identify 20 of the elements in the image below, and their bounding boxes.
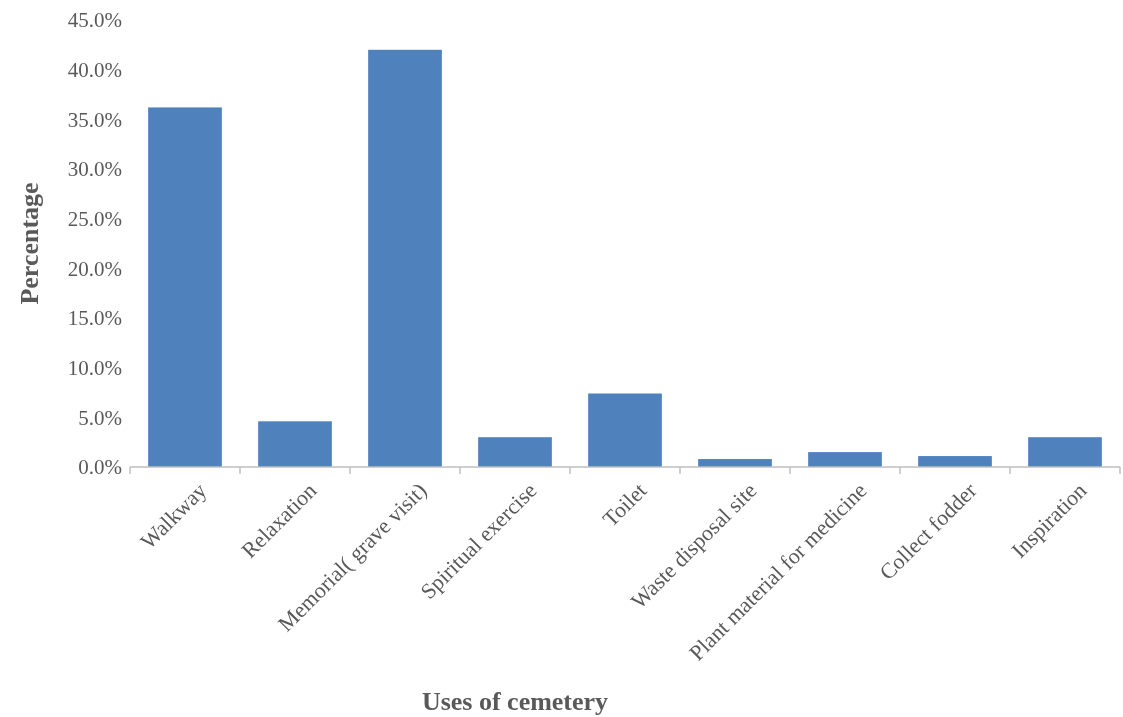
bar [148,107,222,467]
bar [918,456,992,467]
y-tick-label: 15.0% [67,306,122,331]
bar [808,452,882,467]
y-axis-title: Percentage [15,182,44,305]
y-tick-label: 30.0% [67,157,122,182]
y-tick-label: 35.0% [67,107,122,132]
y-tick-label: 10.0% [67,356,122,381]
x-axis-title: Uses of cemetery [421,687,609,716]
y-tick-label: 45.0% [67,8,122,33]
bar [1028,437,1102,467]
y-tick-label: 25.0% [67,207,122,232]
bar [368,49,442,467]
y-tick-label: 20.0% [67,256,122,281]
bar [478,437,552,467]
bar [588,393,662,467]
y-tick-label: 40.0% [67,58,122,83]
y-tick-label: 0.0% [78,455,122,480]
y-tick-label: 5.0% [78,405,122,430]
bar [258,421,332,467]
